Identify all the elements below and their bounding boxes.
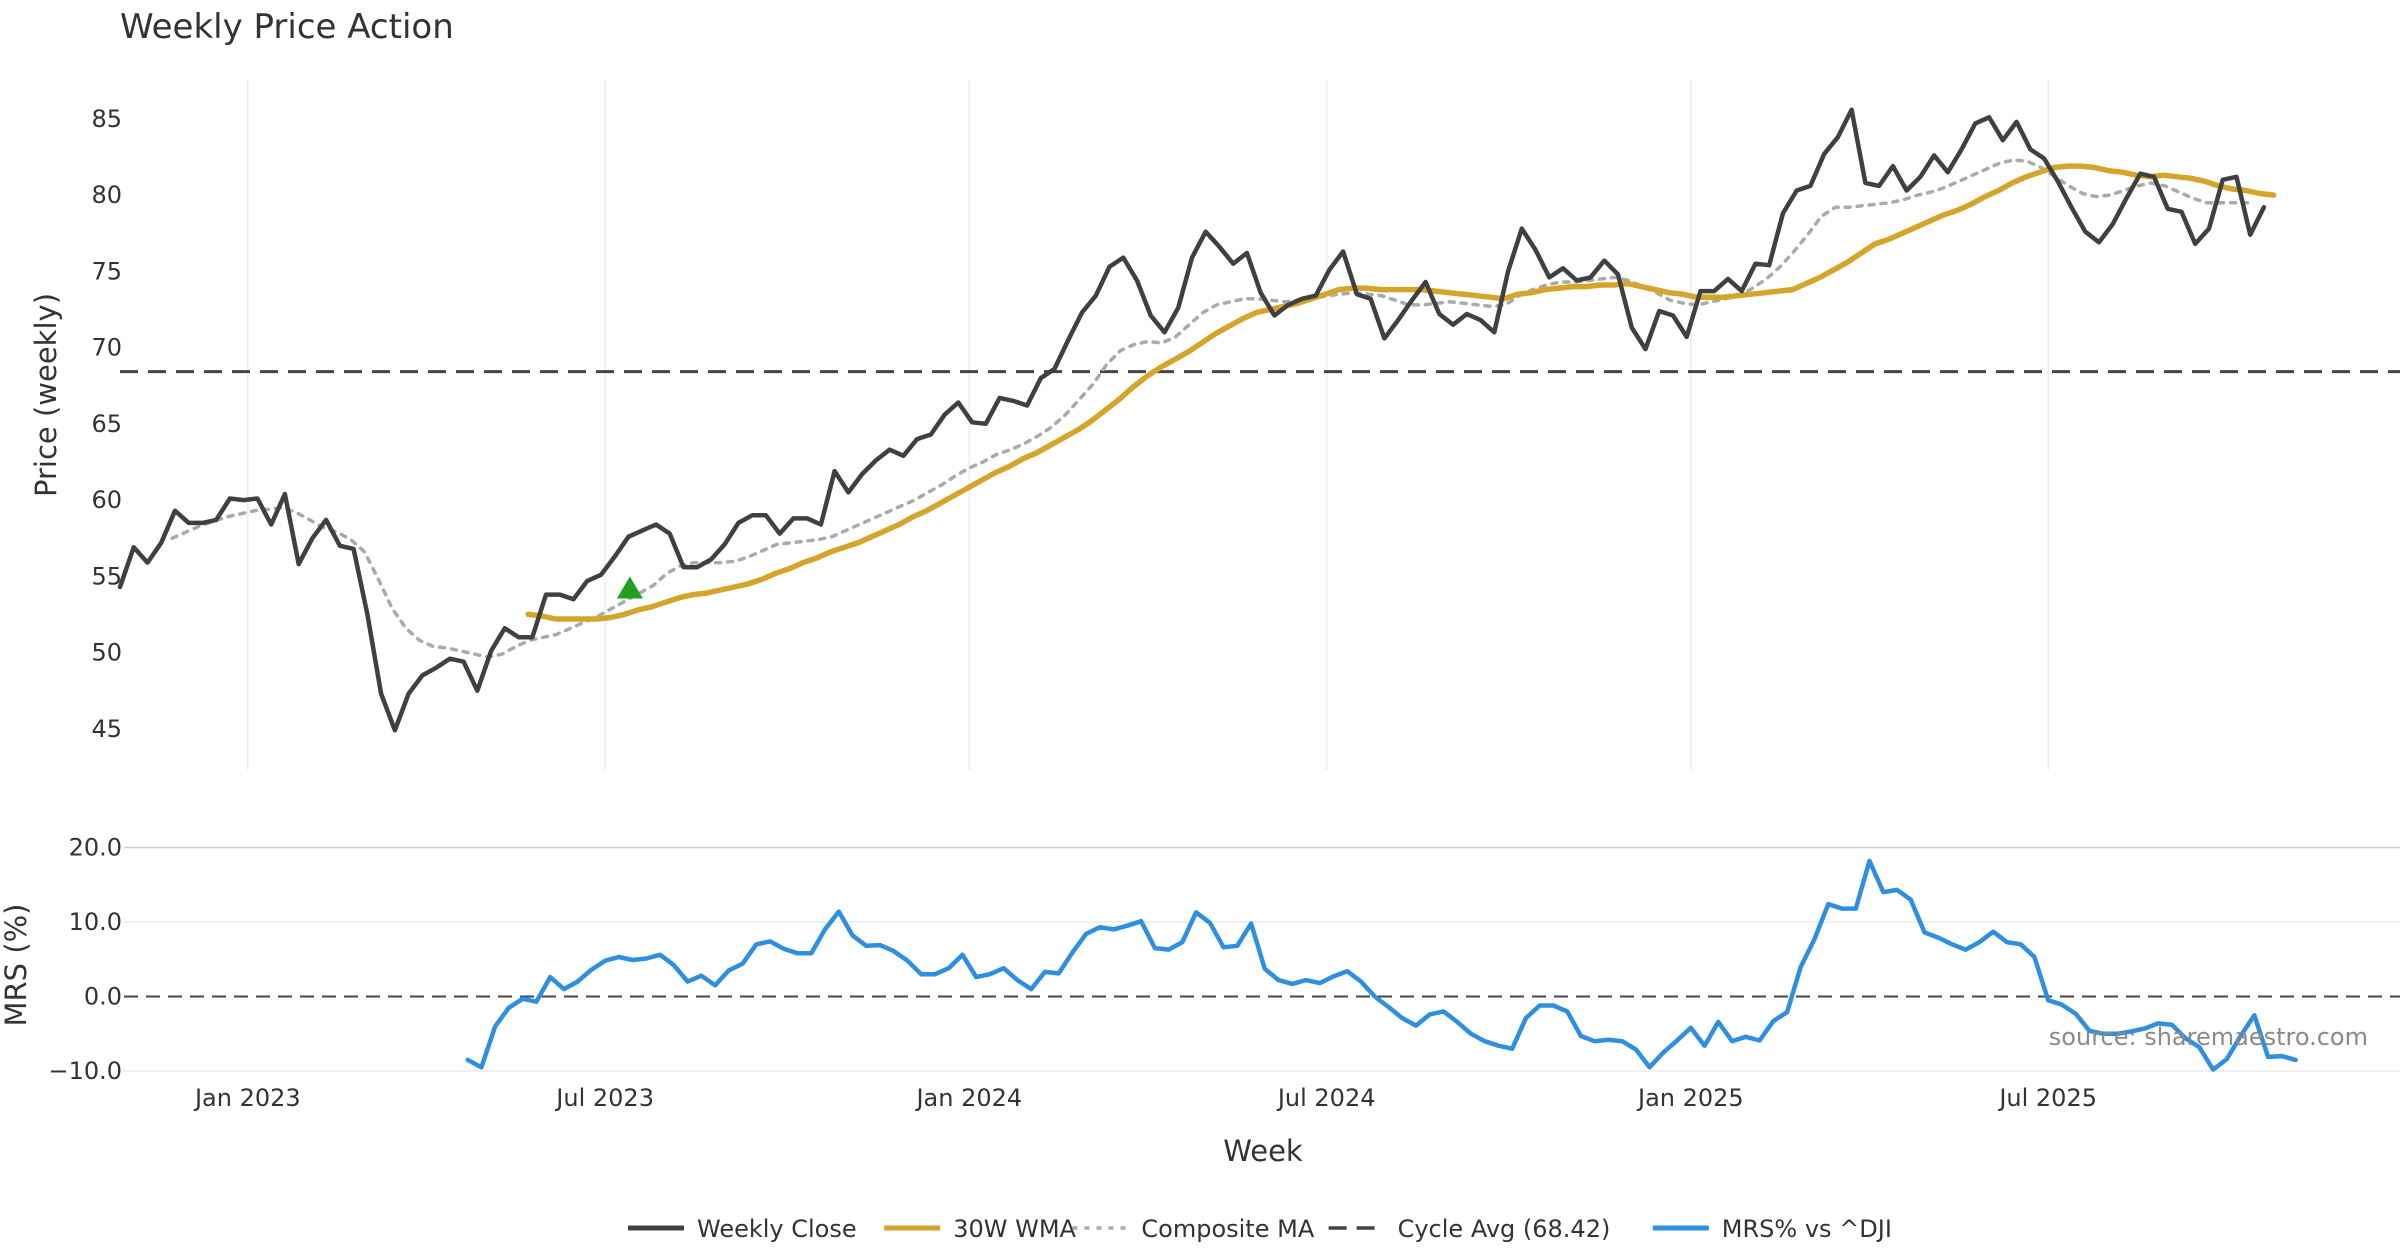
price-y-tick-70: 70 (91, 334, 122, 362)
x-tick-jan-2024: Jan 2024 (914, 1084, 1022, 1112)
legend-item-mrs-vs-dji: MRS% vs ^DJI (1652, 1215, 1892, 1243)
x-axis-label: Week (1223, 1134, 1303, 1168)
price-y-tick-55: 55 (91, 562, 122, 590)
legend-label-mrs-vs-dji: MRS% vs ^DJI (1722, 1215, 1892, 1243)
mrs-gridlines (124, 846, 2400, 1072)
mrs-y-axis-label: MRS (%) (0, 904, 33, 1027)
mrs-panel: 20.0 10.0 0.0 −10.0 MRS (%) source: sharema… (0, 833, 2400, 1085)
mrs-series-group (465, 858, 2298, 1072)
price-y-tick-60: 60 (91, 486, 122, 514)
mrs-y-tick-10-0: 10.0 (69, 908, 122, 936)
mrs-y-axis: 20.0 10.0 0.0 −10.0 (48, 833, 122, 1085)
series-weekly-close (117, 107, 2267, 733)
price-y-tick-65: 65 (91, 410, 122, 438)
price-annotations (616, 576, 643, 599)
chart-legend: Weekly Close 30W WMA Composite MA Cycle Avg… (628, 1215, 1892, 1243)
buy-signal-marker-0 (616, 576, 643, 599)
legend-item-composite-ma: Composite MA (1072, 1215, 1315, 1243)
mrs-y-tick-10-0: −10.0 (48, 1057, 122, 1085)
legend-item-weekly-close: Weekly Close (628, 1215, 857, 1243)
price-y-axis-label: Price (weekly) (29, 293, 63, 497)
price-y-axis: 45 50 55 60 65 70 75 80 85 (91, 105, 122, 743)
series-mrs-vs-dji (465, 858, 2298, 1072)
price-y-tick-80: 80 (91, 181, 122, 209)
x-tick-jul-2025: Jul 2025 (1997, 1084, 2097, 1112)
legend-label-weekly-close: Weekly Close (697, 1215, 857, 1243)
legend-label-composite-ma: Composite MA (1141, 1215, 1314, 1243)
price-panel: 45 50 55 60 65 70 75 80 85 Price (weekly) (29, 80, 2400, 770)
legend-item-cycle-avg-68-42: Cycle Avg (68.42) (1328, 1215, 1611, 1243)
price-y-tick-50: 50 (91, 639, 122, 667)
mrs-y-tick-0-0: 0.0 (84, 983, 122, 1011)
series-30w-wma (525, 163, 2277, 622)
chart-title: Weekly Price Action (120, 7, 454, 47)
price-y-tick-85: 85 (91, 105, 122, 133)
legend-item-30w-wma: 30W WMA (884, 1215, 1077, 1243)
legend-label-cycle-avg-68-42: Cycle Avg (68.42) (1398, 1215, 1611, 1243)
x-tick-jul-2023: Jul 2023 (554, 1084, 654, 1112)
price-series-group (117, 107, 2400, 733)
price-gridlines (247, 80, 2049, 770)
x-tick-jan-2023: Jan 2023 (193, 1084, 301, 1112)
legend-label-30w-wma: 30W WMA (953, 1215, 1076, 1243)
source-note: source: sharemaestro.com (2049, 1023, 2368, 1051)
price-y-tick-45: 45 (91, 715, 122, 743)
x-tick-jul-2024: Jul 2024 (1276, 1084, 1376, 1112)
price-y-tick-75: 75 (91, 257, 122, 285)
x-axis-ticks: Jan 2023 Jul 2023 Jan 2024 Jul 2024 Jan 2025… (193, 1084, 2097, 1112)
x-tick-jan-2025: Jan 2025 (1636, 1084, 1744, 1112)
mrs-y-tick-20-0: 20.0 (69, 833, 122, 861)
